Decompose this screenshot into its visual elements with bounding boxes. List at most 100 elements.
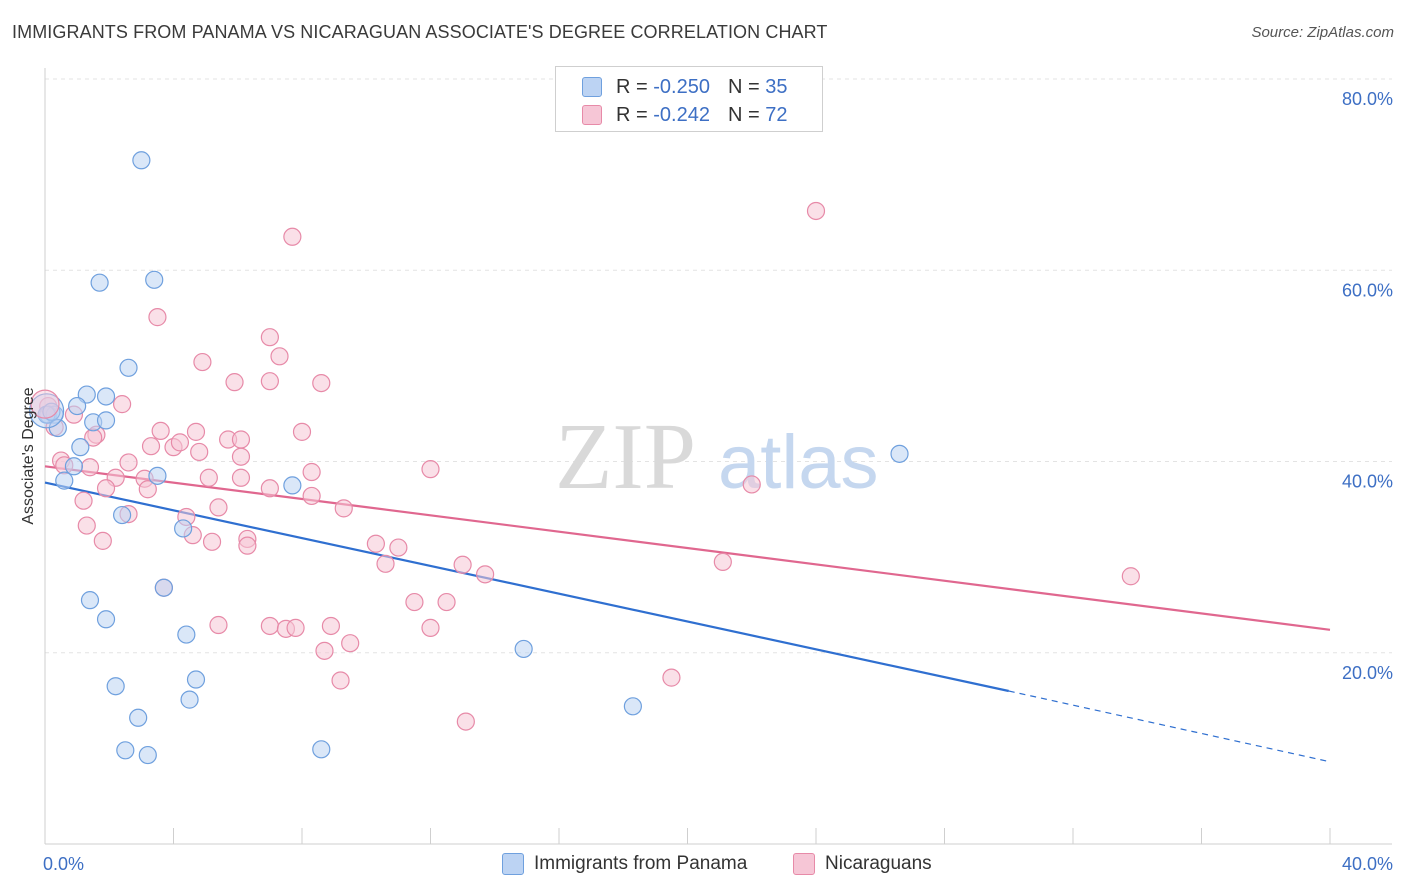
legend-swatch-panama — [502, 853, 524, 875]
data-point-nicaraguans — [93, 531, 112, 550]
data-point-panama — [64, 457, 84, 476]
source-label: Source: ZipAtlas.com — [1251, 24, 1394, 41]
n-value-nicaraguans: 72 — [765, 103, 788, 126]
data-point-nicaraguans — [1121, 567, 1140, 586]
data-point-panama — [132, 151, 151, 170]
data-point-nicaraguans — [231, 468, 251, 487]
data-point-nicaraguans — [199, 468, 218, 487]
watermark-atlas: atlas — [718, 420, 879, 505]
data-point-nicaraguans — [476, 565, 495, 584]
chart-title: IMMIGRANTS FROM PANAMA VS NICARAGUAN ASS… — [12, 22, 828, 42]
data-point-panama — [116, 741, 135, 760]
data-point-nicaraguans — [662, 668, 681, 687]
data-point-nicaraguans — [376, 554, 395, 573]
data-point-panama — [96, 411, 116, 430]
data-point-nicaraguans — [119, 453, 138, 472]
data-point-panama — [80, 591, 100, 610]
data-point-nicaraguans — [366, 534, 385, 553]
trend-line-panama-extension — [1008, 690, 1331, 763]
data-point-nicaraguans — [331, 671, 350, 690]
watermark-zip: ZIP — [555, 405, 696, 509]
data-point-panama — [90, 273, 109, 292]
data-point-nicaraguans — [806, 201, 826, 221]
data-point-panama — [96, 610, 116, 629]
data-point-nicaraguans — [141, 437, 161, 456]
y-tick-label: 60.0% — [1342, 280, 1393, 300]
data-point-nicaraguans — [421, 618, 440, 637]
data-point-nicaraguans — [80, 458, 100, 477]
data-point-nicaraguans — [341, 634, 360, 653]
data-point-nicaraguans — [312, 373, 331, 393]
trend-lines — [44, 465, 1331, 763]
data-point-panama — [154, 578, 173, 597]
data-point-panama — [119, 358, 138, 377]
data-point-nicaraguans — [292, 422, 312, 441]
data-point-nicaraguans — [453, 555, 472, 574]
data-point-nicaraguans — [238, 536, 257, 555]
data-point-nicaraguans — [286, 618, 305, 637]
data-point-nicaraguans — [138, 480, 157, 499]
data-point-nicaraguans — [302, 462, 321, 482]
data-point-nicaraguans — [231, 447, 251, 466]
data-point-nicaraguans — [260, 328, 279, 347]
data-points — [29, 151, 1140, 765]
data-point-nicaraguans — [202, 532, 222, 551]
legend-label-nicaraguans: Nicaraguans — [825, 853, 932, 874]
data-point-panama — [68, 396, 87, 416]
n-value-panama: 35 — [765, 75, 788, 98]
data-point-panama — [106, 677, 125, 696]
y-axis-label: Associate's Degree — [20, 387, 37, 524]
r-label: R = — [616, 75, 648, 98]
x-tick-label: 0.0% — [43, 854, 84, 874]
data-point-nicaraguans — [421, 460, 440, 479]
data-point-nicaraguans — [283, 227, 302, 246]
data-point-nicaraguans — [225, 373, 244, 392]
panama-swatch — [582, 77, 602, 97]
data-point-panama — [174, 519, 193, 538]
data-point-nicaraguans — [170, 433, 190, 452]
data-point-nicaraguans — [193, 352, 212, 372]
data-point-panama — [186, 670, 206, 689]
legend-item-nicaraguans: Nicaraguans — [793, 851, 932, 877]
data-point-nicaraguans — [713, 552, 732, 572]
data-point-panama — [148, 466, 167, 485]
data-point-nicaraguans — [260, 372, 279, 391]
legend-label-panama: Immigrants from Panama — [534, 853, 748, 874]
axes — [44, 68, 1392, 845]
stats-legend: R = -0.250 N = 35 R = -0.242 N = 72 — [555, 66, 823, 132]
y-tick-label: 80.0% — [1342, 89, 1393, 109]
legend-swatch-nicaraguans — [793, 853, 815, 875]
data-point-nicaraguans — [260, 479, 279, 498]
data-point-panama — [129, 708, 148, 727]
r-value-nicaraguans: -0.242 — [653, 103, 710, 126]
data-point-nicaraguans — [148, 308, 167, 327]
data-point-panama — [71, 438, 90, 457]
data-point-nicaraguans — [405, 592, 424, 612]
data-point-nicaraguans — [96, 479, 116, 498]
data-point-panama — [283, 476, 302, 495]
data-point-nicaraguans — [315, 641, 334, 660]
data-point-nicaraguans — [231, 430, 251, 449]
data-point-nicaraguans — [186, 422, 206, 441]
data-point-panama — [145, 270, 164, 289]
data-point-nicaraguans — [270, 347, 289, 366]
data-point-nicaraguans — [302, 486, 321, 506]
data-point-panama — [55, 471, 74, 490]
stats-legend-row-panama: R = -0.250 N = 35 — [582, 73, 787, 101]
data-point-nicaraguans — [209, 498, 228, 517]
data-point-panama — [42, 402, 61, 421]
data-point-nicaraguans — [389, 538, 408, 557]
trend-line-panama — [44, 481, 1009, 693]
data-point-nicaraguans — [321, 616, 341, 636]
r-label: R = — [616, 103, 648, 126]
data-point-panama — [138, 745, 157, 765]
x-tick-label: 40.0% — [1342, 854, 1393, 874]
legend-item-panama: Immigrants from Panama — [502, 851, 747, 877]
data-point-nicaraguans — [456, 712, 475, 731]
data-point-panama — [29, 393, 65, 429]
gridlines — [45, 78, 1392, 654]
y-tick-label: 20.0% — [1342, 663, 1393, 683]
data-point-nicaraguans — [260, 616, 279, 636]
data-point-nicaraguans — [112, 395, 132, 414]
